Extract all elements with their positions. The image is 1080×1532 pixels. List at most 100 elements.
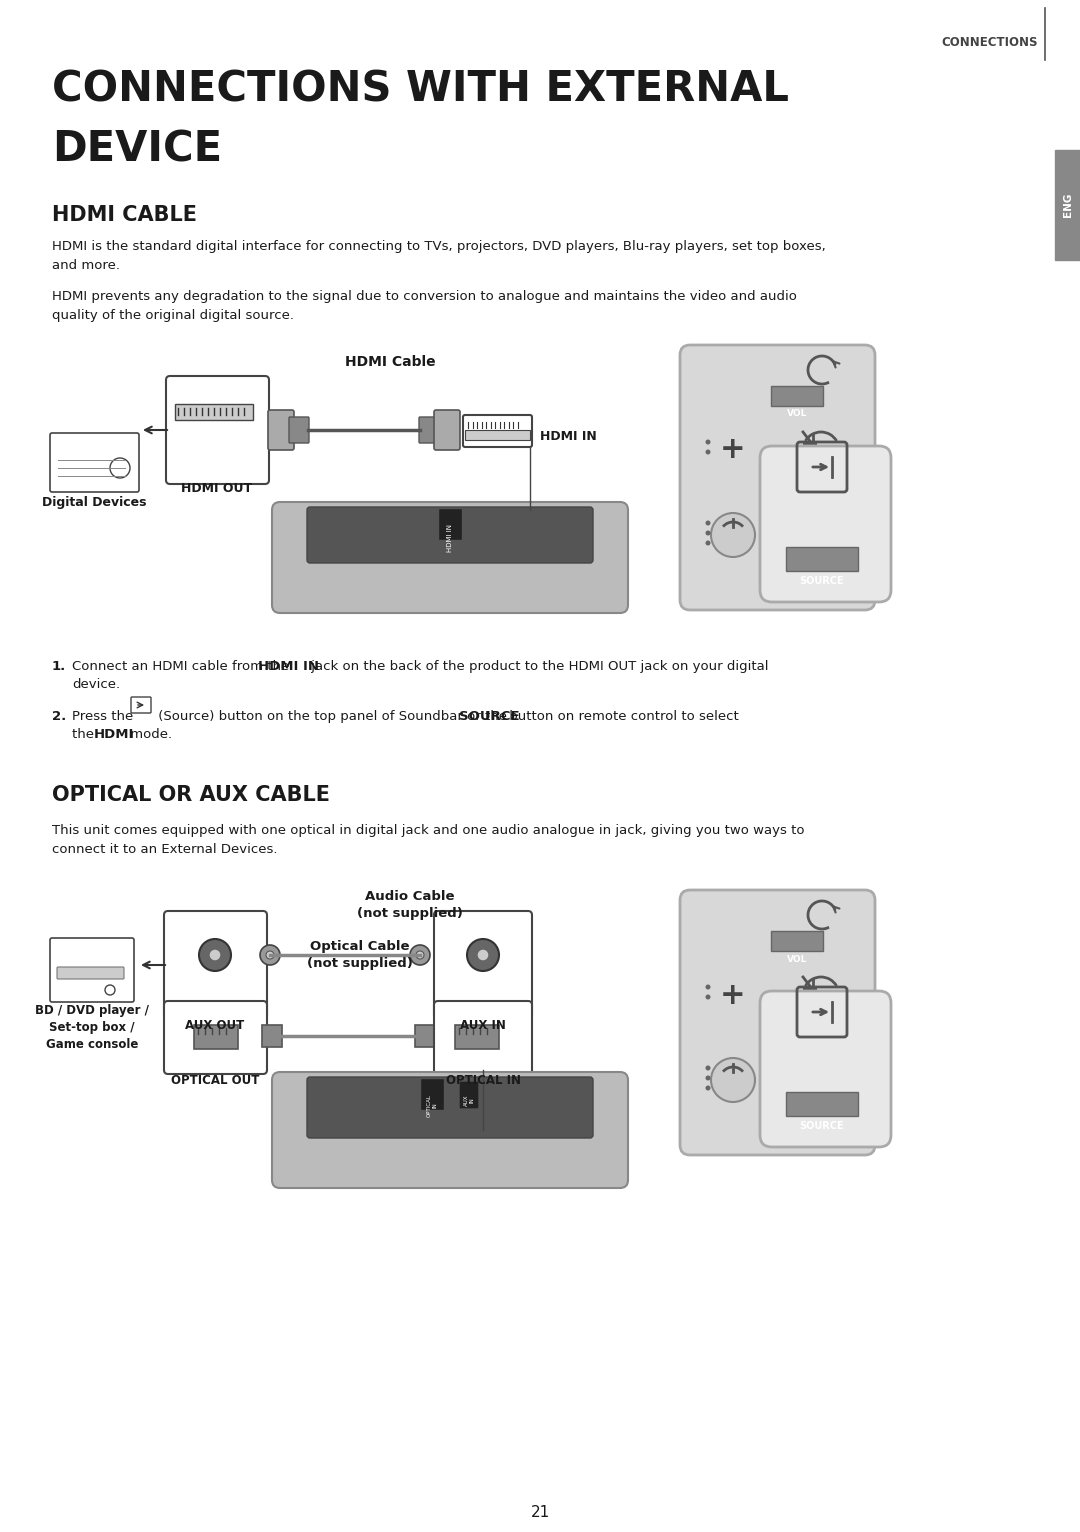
FancyBboxPatch shape: [272, 502, 627, 613]
Text: SOURCE: SOURCE: [799, 576, 845, 587]
Circle shape: [210, 948, 221, 961]
FancyBboxPatch shape: [175, 404, 253, 420]
Text: HDMI IN: HDMI IN: [258, 660, 319, 673]
Circle shape: [711, 513, 755, 558]
Circle shape: [705, 530, 711, 536]
Text: 21: 21: [530, 1504, 550, 1520]
FancyBboxPatch shape: [166, 375, 269, 484]
Text: HDMI prevents any degradation to the signal due to conversion to analogue and ma: HDMI prevents any degradation to the sig…: [52, 290, 797, 322]
Text: AUX OUT: AUX OUT: [186, 1019, 245, 1033]
FancyBboxPatch shape: [1055, 150, 1080, 260]
Text: OPTICAL
IN: OPTICAL IN: [427, 1094, 437, 1117]
FancyBboxPatch shape: [438, 509, 462, 539]
FancyBboxPatch shape: [164, 1000, 267, 1074]
FancyBboxPatch shape: [804, 443, 816, 460]
FancyBboxPatch shape: [289, 417, 309, 443]
Circle shape: [705, 1065, 711, 1071]
Text: OPTICAL IN: OPTICAL IN: [446, 1074, 521, 1088]
Text: CONNECTIONS WITH EXTERNAL: CONNECTIONS WITH EXTERNAL: [52, 67, 789, 110]
Text: HDMI CABLE: HDMI CABLE: [52, 205, 197, 225]
FancyBboxPatch shape: [786, 1092, 858, 1115]
Text: SOURCE: SOURCE: [799, 1121, 845, 1131]
FancyBboxPatch shape: [680, 890, 875, 1155]
FancyBboxPatch shape: [463, 415, 532, 447]
Text: the: the: [72, 728, 98, 741]
Circle shape: [266, 951, 274, 959]
Text: DEVICE: DEVICE: [52, 129, 222, 170]
FancyBboxPatch shape: [262, 1025, 282, 1046]
Text: OPTICAL OR AUX CABLE: OPTICAL OR AUX CABLE: [52, 784, 330, 804]
Text: AUX IN: AUX IN: [460, 1019, 505, 1033]
FancyBboxPatch shape: [50, 938, 134, 1002]
Circle shape: [705, 994, 711, 999]
Text: Digital Devices: Digital Devices: [42, 496, 146, 509]
FancyBboxPatch shape: [131, 697, 151, 712]
Text: Audio Cable
(not supplied): Audio Cable (not supplied): [357, 890, 463, 921]
Text: (Source) button on the top panel of Soundbar or the: (Source) button on the top panel of Soun…: [154, 709, 511, 723]
Circle shape: [705, 1086, 711, 1091]
FancyBboxPatch shape: [760, 991, 891, 1147]
Text: button on remote control to select: button on remote control to select: [505, 709, 739, 723]
Text: CONNECTIONS: CONNECTIONS: [942, 35, 1038, 49]
FancyBboxPatch shape: [465, 430, 530, 440]
Circle shape: [705, 1075, 711, 1080]
Circle shape: [410, 945, 430, 965]
Text: device.: device.: [72, 679, 120, 691]
Circle shape: [260, 945, 280, 965]
FancyBboxPatch shape: [786, 547, 858, 571]
FancyBboxPatch shape: [434, 912, 532, 1019]
Circle shape: [705, 985, 711, 990]
FancyBboxPatch shape: [307, 1077, 593, 1138]
Circle shape: [477, 948, 489, 961]
Text: mode.: mode.: [126, 728, 172, 741]
Text: This unit comes equipped with one optical in digital jack and one audio analogue: This unit comes equipped with one optica…: [52, 824, 805, 856]
Circle shape: [705, 541, 711, 545]
FancyBboxPatch shape: [459, 1082, 480, 1109]
FancyBboxPatch shape: [194, 1025, 238, 1049]
Text: HDMI IN: HDMI IN: [447, 524, 453, 552]
Text: +: +: [720, 435, 746, 464]
FancyBboxPatch shape: [680, 345, 875, 610]
Text: HDMI IN: HDMI IN: [540, 430, 596, 443]
Circle shape: [199, 939, 231, 971]
FancyBboxPatch shape: [57, 967, 124, 979]
FancyBboxPatch shape: [268, 411, 294, 450]
FancyBboxPatch shape: [50, 434, 139, 492]
Circle shape: [416, 951, 424, 959]
FancyBboxPatch shape: [307, 507, 593, 562]
Text: OPTICAL OUT: OPTICAL OUT: [171, 1074, 259, 1088]
Circle shape: [705, 449, 711, 455]
FancyBboxPatch shape: [272, 1072, 627, 1187]
Text: 1.: 1.: [52, 660, 66, 673]
Text: HDMI OUT: HDMI OUT: [181, 483, 253, 495]
Text: AUX
IN: AUX IN: [463, 1094, 474, 1106]
FancyBboxPatch shape: [419, 417, 438, 443]
FancyBboxPatch shape: [804, 987, 816, 1005]
Circle shape: [705, 521, 711, 525]
FancyBboxPatch shape: [760, 446, 891, 602]
FancyBboxPatch shape: [455, 1025, 499, 1049]
Circle shape: [467, 939, 499, 971]
FancyBboxPatch shape: [771, 931, 823, 951]
FancyBboxPatch shape: [415, 1025, 435, 1046]
Text: Connect an HDMI cable from the: Connect an HDMI cable from the: [72, 660, 294, 673]
FancyBboxPatch shape: [420, 1079, 444, 1111]
Text: 2.: 2.: [52, 709, 66, 723]
Text: VOL: VOL: [787, 409, 807, 418]
FancyBboxPatch shape: [164, 912, 267, 1019]
Text: Optical Cable
(not supplied): Optical Cable (not supplied): [307, 941, 413, 970]
FancyBboxPatch shape: [771, 386, 823, 406]
FancyBboxPatch shape: [434, 1000, 532, 1074]
Text: Press the: Press the: [72, 709, 137, 723]
Circle shape: [711, 1059, 755, 1102]
Text: VOL: VOL: [787, 954, 807, 964]
Circle shape: [705, 440, 711, 444]
Text: jack on the back of the product to the HDMI OUT jack on your digital: jack on the back of the product to the H…: [307, 660, 769, 673]
Text: SOURCE: SOURCE: [459, 709, 519, 723]
Text: ENG: ENG: [1063, 193, 1072, 218]
Text: HDMI: HDMI: [94, 728, 134, 741]
FancyBboxPatch shape: [434, 411, 460, 450]
Text: HDMI Cable: HDMI Cable: [345, 355, 435, 369]
Text: +: +: [720, 980, 746, 1010]
Text: HDMI is the standard digital interface for connecting to TVs, projectors, DVD pl: HDMI is the standard digital interface f…: [52, 241, 826, 273]
